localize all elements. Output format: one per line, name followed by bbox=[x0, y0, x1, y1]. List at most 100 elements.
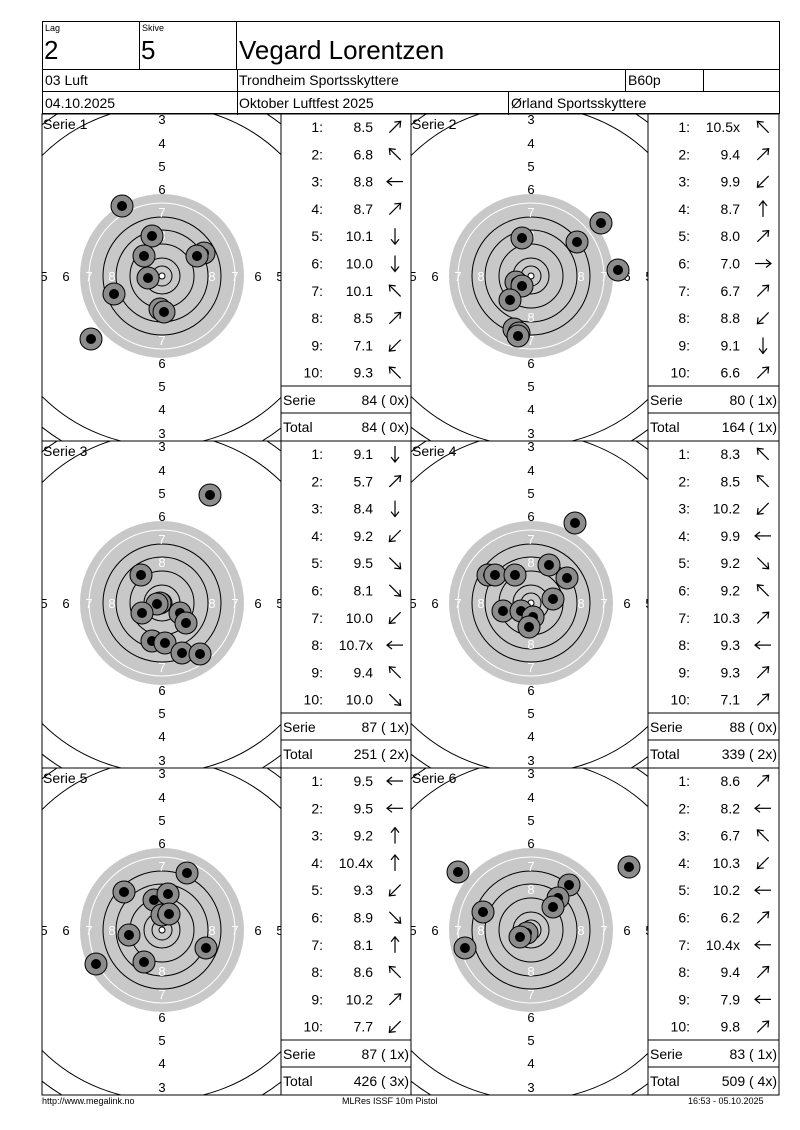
shot-hole-center bbox=[544, 560, 554, 570]
ring-label: 7 bbox=[158, 660, 165, 675]
shot-number: 9: bbox=[311, 664, 323, 680]
ring-label: 6 bbox=[527, 509, 534, 524]
shot-score: 9.9 bbox=[721, 528, 741, 544]
footer-url[interactable]: http://www.megalink.no bbox=[42, 1096, 135, 1106]
club-name: Trondheim Sportsskyttere bbox=[239, 72, 399, 88]
shot-score: 9.5 bbox=[354, 800, 374, 816]
ring-label: 7 bbox=[158, 333, 165, 348]
ring-label: 7 bbox=[85, 923, 92, 938]
target-ring bbox=[471, 543, 591, 663]
shot-direction-icon bbox=[756, 693, 770, 706]
ring-label: 3 bbox=[527, 426, 534, 441]
ring-label: 3 bbox=[527, 753, 534, 768]
target-ring bbox=[88, 856, 236, 1004]
serie-value: 87 ( 1x) bbox=[362, 719, 409, 735]
ring-label: 6 bbox=[62, 269, 69, 284]
ring-label: 6 bbox=[62, 596, 69, 611]
shot-score: 9.1 bbox=[354, 446, 374, 462]
shot-direction-icon bbox=[390, 853, 400, 871]
shot-score: 9.3 bbox=[721, 664, 741, 680]
shot-number: 6: bbox=[311, 910, 323, 926]
skive-label: Skive bbox=[142, 23, 165, 33]
ring-label: 5 bbox=[158, 1033, 165, 1048]
ring-label: 3 bbox=[158, 753, 165, 768]
shot-score: 8.1 bbox=[354, 937, 374, 953]
shot-score: 10.1 bbox=[346, 283, 373, 299]
target-ring bbox=[102, 216, 222, 336]
shot-number: 5: bbox=[678, 228, 690, 244]
ring-label: 8 bbox=[208, 269, 215, 284]
shot-score: 9.4 bbox=[721, 964, 741, 980]
shot-number: 9: bbox=[311, 991, 323, 1007]
series-label: Serie 4 bbox=[412, 443, 457, 459]
shot-score: 9.5 bbox=[354, 773, 374, 789]
shot-number: 1: bbox=[678, 773, 690, 789]
shot-direction-icon bbox=[388, 474, 402, 488]
target-ring bbox=[484, 556, 578, 650]
target-ring bbox=[457, 529, 605, 677]
serie-label: Serie bbox=[283, 719, 316, 735]
shot-hole-center bbox=[159, 307, 169, 317]
shot-hole-center bbox=[572, 237, 582, 247]
target-ring bbox=[484, 883, 578, 977]
ring-label: 4 bbox=[158, 790, 165, 805]
shot-number: 5: bbox=[678, 882, 690, 898]
shot-direction-icon bbox=[756, 175, 770, 188]
shot-direction-icon bbox=[386, 803, 403, 813]
ring-label: 5 bbox=[409, 596, 416, 611]
shot-number: 8: bbox=[678, 310, 690, 326]
shot-score: 9.4 bbox=[354, 664, 374, 680]
shot-number: 4: bbox=[311, 528, 323, 544]
target-ring bbox=[115, 883, 209, 977]
shot-hole-center bbox=[182, 868, 192, 878]
series-label: Serie 2 bbox=[412, 116, 457, 132]
shot-direction-icon bbox=[390, 228, 400, 246]
series-label: Serie 3 bbox=[43, 443, 88, 459]
shot-direction-icon bbox=[756, 829, 770, 842]
shot-number: 4: bbox=[678, 201, 690, 217]
ring-label: 8 bbox=[577, 596, 584, 611]
header-divider bbox=[43, 91, 779, 92]
ring-label: 8 bbox=[108, 269, 115, 284]
shot-number: 4: bbox=[311, 201, 323, 217]
ring-label: 7 bbox=[527, 532, 534, 547]
ring-label: 4 bbox=[158, 136, 165, 151]
shot-score: 8.2 bbox=[721, 800, 741, 816]
target-ring bbox=[457, 856, 605, 1004]
ring-label: 6 bbox=[527, 356, 534, 371]
shot-hole-center bbox=[505, 295, 515, 305]
serie-label: Serie bbox=[283, 1046, 316, 1062]
shot-direction-icon bbox=[754, 531, 771, 541]
ring-label: 7 bbox=[527, 205, 534, 220]
header-divider bbox=[237, 69, 238, 115]
shot-number: 8: bbox=[311, 637, 323, 653]
ring-label: 3 bbox=[158, 439, 165, 454]
shot-number: 5: bbox=[311, 882, 323, 898]
total-label: Total bbox=[650, 419, 680, 435]
ring-label: 5 bbox=[158, 706, 165, 721]
shot-direction-icon bbox=[756, 502, 770, 515]
header-divider bbox=[43, 69, 779, 70]
shot-score: 6.2 bbox=[721, 910, 741, 926]
shot-score: 9.2 bbox=[721, 583, 741, 599]
shot-score: 8.5 bbox=[354, 310, 374, 326]
shot-direction-icon bbox=[388, 284, 402, 297]
ring-label: 8 bbox=[108, 596, 115, 611]
shot-number: 8: bbox=[678, 637, 690, 653]
shot-score: 8.6 bbox=[354, 964, 374, 980]
series-label: Serie 1 bbox=[43, 116, 88, 132]
shot-hole-center bbox=[152, 599, 162, 609]
total-value: 251 ( 2x) bbox=[354, 746, 409, 762]
ring-label: 6 bbox=[527, 182, 534, 197]
shot-score: 6.7 bbox=[721, 283, 741, 299]
ring-label: 4 bbox=[527, 790, 534, 805]
ring-label: 6 bbox=[254, 269, 261, 284]
shot-number: 7: bbox=[311, 283, 323, 299]
ring-label: 7 bbox=[231, 923, 238, 938]
shot-direction-icon bbox=[754, 803, 771, 813]
shot-score: 10.1 bbox=[346, 228, 373, 244]
shot-score: 7.1 bbox=[721, 692, 741, 708]
shot-number: 4: bbox=[311, 855, 323, 871]
target-ring bbox=[471, 870, 591, 990]
